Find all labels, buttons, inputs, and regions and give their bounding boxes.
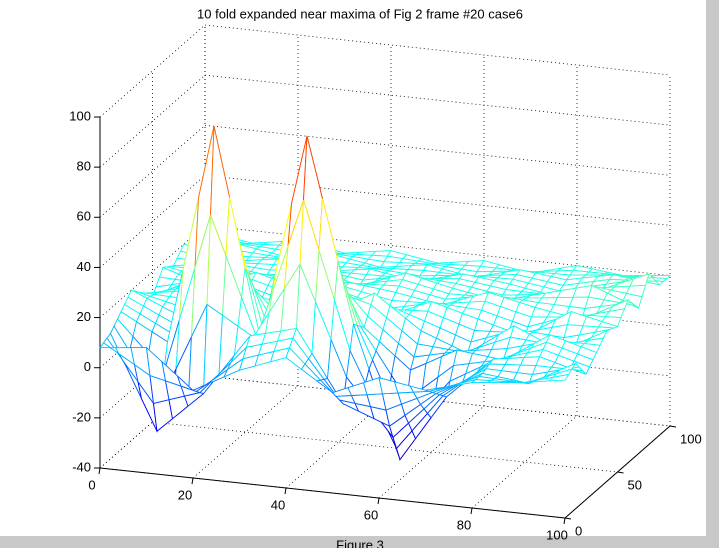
x-tick <box>563 517 566 525</box>
grid-line <box>99 175 206 268</box>
grid-line <box>99 74 206 168</box>
grid-line <box>99 24 206 118</box>
z-tick-label: 20 <box>77 309 91 324</box>
mesh-cell <box>548 373 570 382</box>
figure-label: Figure 3 <box>336 537 384 548</box>
mesh <box>99 126 672 462</box>
z-tick-label: 40 <box>77 259 91 274</box>
grid-line <box>471 415 578 509</box>
z-tick-label: -40 <box>72 459 91 474</box>
x-tick-label: 60 <box>364 507 378 522</box>
x-tick-label: 0 <box>88 477 95 492</box>
z-tick-label: 80 <box>77 159 91 174</box>
x-tick <box>377 497 380 505</box>
grid-line <box>192 385 299 479</box>
grid-line <box>99 225 206 318</box>
y-tick-label: 100 <box>680 431 702 446</box>
x-tick-label: 100 <box>546 527 568 542</box>
x-tick <box>284 487 287 495</box>
y-tick <box>669 425 677 428</box>
x-tick-label: 80 <box>457 517 471 532</box>
grid-line <box>378 405 485 499</box>
grid-line <box>99 124 206 218</box>
x-tick <box>191 477 194 485</box>
x-tick-label: 20 <box>178 487 192 502</box>
z-tick-label: 100 <box>69 108 91 123</box>
y-tick <box>564 517 572 520</box>
x-tick <box>470 507 473 515</box>
y-tick <box>617 471 624 474</box>
chart-title: 10 fold expanded near maxima of Fig 2 fr… <box>197 6 523 21</box>
x-tick <box>98 467 101 475</box>
z-tick-label: 0 <box>84 359 91 374</box>
z-tick-label: 60 <box>77 209 91 224</box>
x-axis <box>99 467 566 519</box>
y-tick-label: 0 <box>575 523 582 538</box>
x-tick-label: 40 <box>271 497 285 512</box>
y-tick-label: 50 <box>628 477 642 492</box>
z-tick-label: -20 <box>72 409 91 424</box>
